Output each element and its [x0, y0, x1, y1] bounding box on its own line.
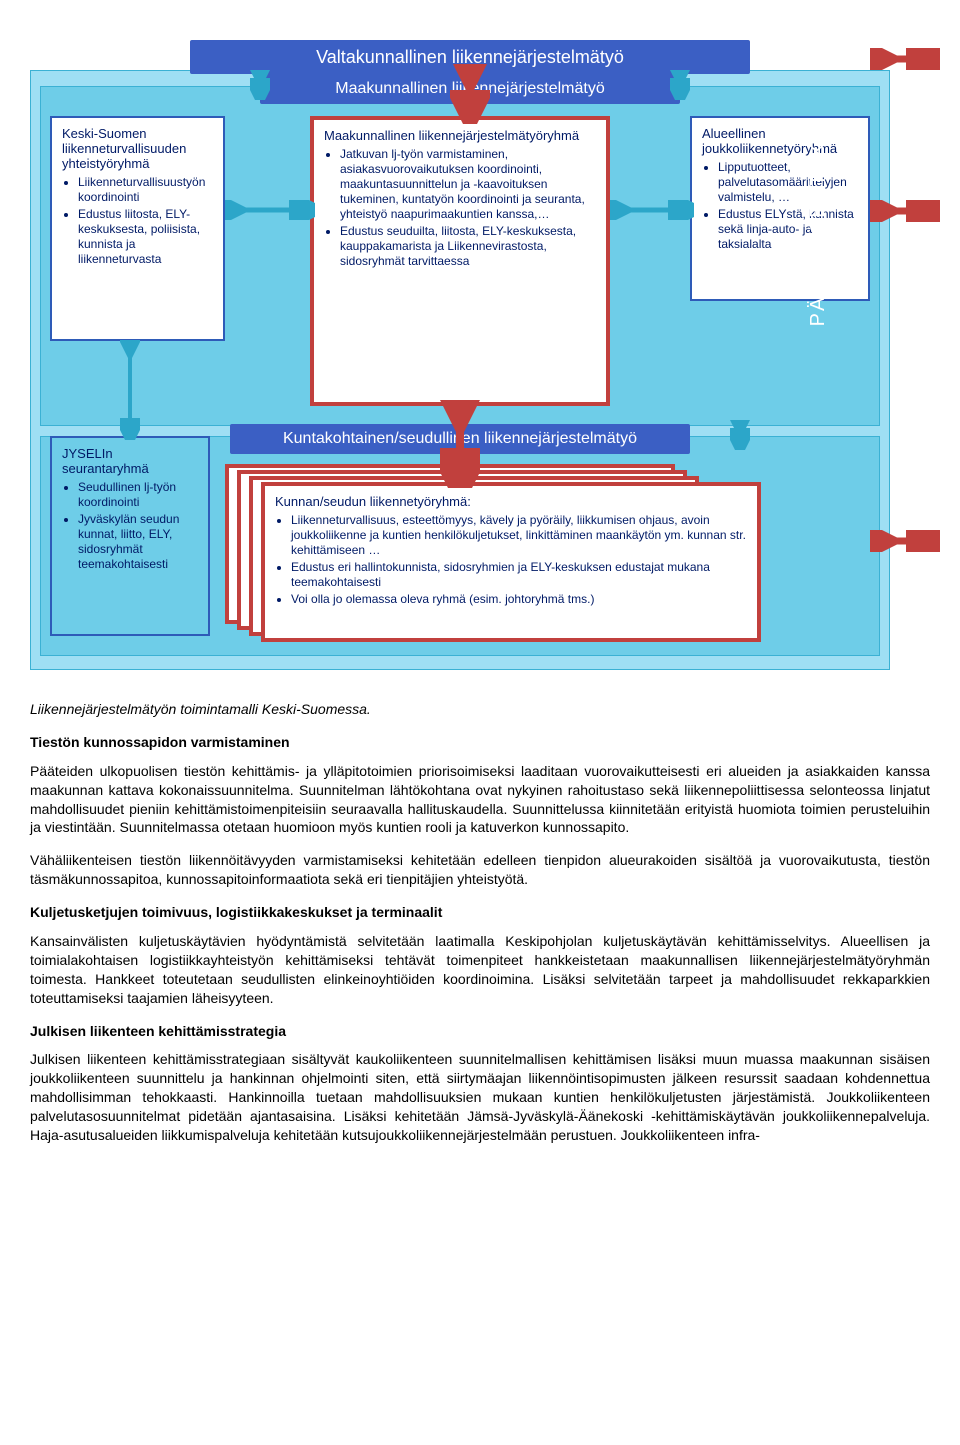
list-item: Liikenneturvallisuustyön koordinointi — [78, 175, 213, 205]
box-transit-group: Alueellinen joukkoliikennetyöryhmä Lippu… — [690, 116, 870, 301]
list-item: Edustus eri hallintokunnista, sidosryhmi… — [291, 560, 747, 590]
paragraph: Vähäliikenteisen tiestön liikennöitävyyd… — [30, 851, 930, 889]
list-item: Voi olla jo olemassa oleva ryhmä (esim. … — [291, 592, 747, 607]
list-item: Edustus seuduilta, liitosta, ELY-keskuks… — [340, 224, 596, 269]
document-body: Liikennejärjestelmätyön toimintamalli Ke… — [30, 700, 930, 1145]
list-item: Jatkuvan lj-työn varmistaminen, asiakasv… — [340, 147, 596, 222]
org-diagram: Valtakunnallinen liikennejärjestelmätyö … — [30, 40, 930, 680]
list-item: Seudullinen lj-työn koordinointi — [78, 480, 198, 510]
arrow-red-vertical — [450, 64, 490, 124]
box-safety-group: Keski-Suomen liikenneturvallisuuden yhte… — [50, 116, 225, 341]
arrow-cyan-down — [120, 340, 140, 440]
paragraph: Julkisen liikenteen kehittämisstrategiaa… — [30, 1050, 930, 1144]
paragraph: Kansainvälisten kuljetuskäytävien hyödyn… — [30, 932, 930, 1008]
sidebar-decision-label: PÄÄTÖKSENTEKO — [807, 75, 837, 375]
list-item: Edustus ELYstä, kunnista sekä linja-auto… — [718, 207, 858, 252]
arrow-cyan-down — [250, 70, 270, 100]
box-title: Kunnan/seudun liikennetyöryhmä: — [275, 494, 747, 509]
box-title: Maakunnallinen liikennejärjestelmätyöryh… — [324, 128, 596, 143]
paragraph: Pääteiden ulkopuolisen tiestön kehittämi… — [30, 762, 930, 838]
box-municipal-group: Kunnan/seudun liikennetyöryhmä: Liikenne… — [261, 482, 761, 642]
box-regional-group: Maakunnallinen liikennejärjestelmätyöryh… — [310, 116, 610, 406]
arrow-cyan-horiz — [225, 200, 315, 220]
arrow-cyan-down — [730, 420, 750, 450]
arrow-red-horiz — [870, 530, 940, 552]
list-item: Edustus liitosta, ELY-keskuksesta, polii… — [78, 207, 213, 267]
section-heading: Tiestön kunnossapidon varmistaminen — [30, 733, 930, 752]
list-item: Lipputuotteet, palvelutasomäärittelyjen … — [718, 160, 858, 205]
arrow-cyan-horiz — [610, 200, 694, 220]
figure-caption: Liikennejärjestelmätyön toimintamalli Ke… — [30, 700, 930, 719]
section-heading: Kuljetusketjujen toimivuus, logistiikkak… — [30, 903, 930, 922]
arrow-cyan-down — [670, 70, 690, 100]
box-title: JYSELIn seurantaryhmä — [62, 446, 198, 476]
section-heading: Julkisen liikenteen kehittämisstrategia — [30, 1022, 930, 1041]
arrow-red-vertical — [440, 400, 480, 488]
list-item: Jyväskylän seudun kunnat, liitto, ELY, s… — [78, 512, 198, 572]
arrow-red-horiz — [870, 200, 940, 222]
box-title: Keski-Suomen liikenneturvallisuuden yhte… — [62, 126, 213, 171]
arrow-red-horiz — [870, 48, 940, 70]
box-jyselin: JYSELIn seurantaryhmä Seudullinen lj-työ… — [50, 436, 210, 636]
list-item: Liikenneturvallisuus, esteettömyys, käve… — [291, 513, 747, 558]
